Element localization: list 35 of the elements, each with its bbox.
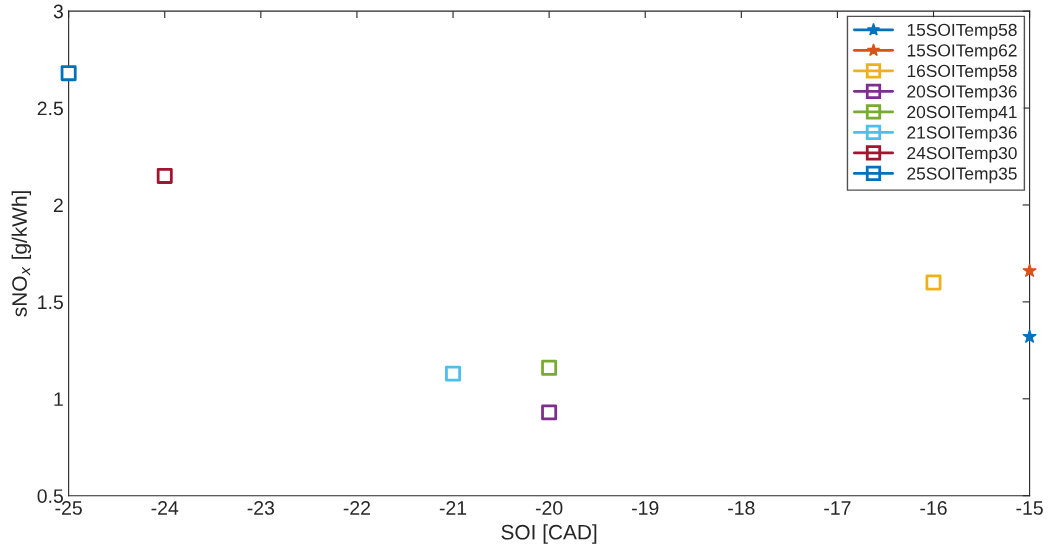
x-tick-label: -20: [535, 501, 563, 515]
point: [1022, 263, 1037, 277]
y-tick-label: 1.5: [38, 295, 63, 310]
y-tick-label: 0.5: [37, 489, 63, 503]
legend-label: 20SOITemp41: [907, 105, 1017, 122]
legend-label: 25SOITemp35: [907, 167, 1017, 184]
x-axis-title: SOI [CAD]: [501, 524, 597, 544]
point: [156, 167, 173, 184]
legend-label: 21SOITemp36: [907, 126, 1017, 143]
point: [1022, 329, 1037, 343]
point: [925, 274, 942, 291]
legend-label: 15SOITemp62: [907, 44, 1017, 60]
y-tick-label: 3: [53, 4, 63, 19]
x-tick-label: -23: [247, 501, 275, 515]
x-tick-label: -24: [151, 501, 179, 515]
y-tick-label: 2.5: [37, 101, 63, 116]
y-axis-title: sNO$_{x}$ [g/kWh]: [11, 191, 32, 317]
x-tick-label: -17: [824, 501, 851, 515]
x-tick-label: -19: [632, 501, 659, 515]
point: [60, 65, 77, 82]
x-tick-label: -22: [343, 501, 370, 515]
y-tick-label: 1: [54, 392, 63, 406]
legend-label: 16SOITemp58: [907, 64, 1017, 81]
x-tick-label: -25: [55, 501, 82, 515]
x-tick-label: -18: [728, 501, 755, 515]
legend-label: 15SOITemp58: [907, 23, 1017, 40]
x-tick-label: -21: [439, 501, 467, 515]
point: [541, 359, 558, 376]
y-tick-label: 2: [53, 198, 63, 213]
x-tick-label: -16: [920, 501, 947, 515]
legend-label: 24SOITemp30: [907, 146, 1017, 163]
x-tick-label: -15: [1016, 501, 1043, 515]
legend-label: 20SOITemp36: [907, 85, 1017, 102]
point: [541, 404, 558, 421]
point: [445, 365, 461, 382]
